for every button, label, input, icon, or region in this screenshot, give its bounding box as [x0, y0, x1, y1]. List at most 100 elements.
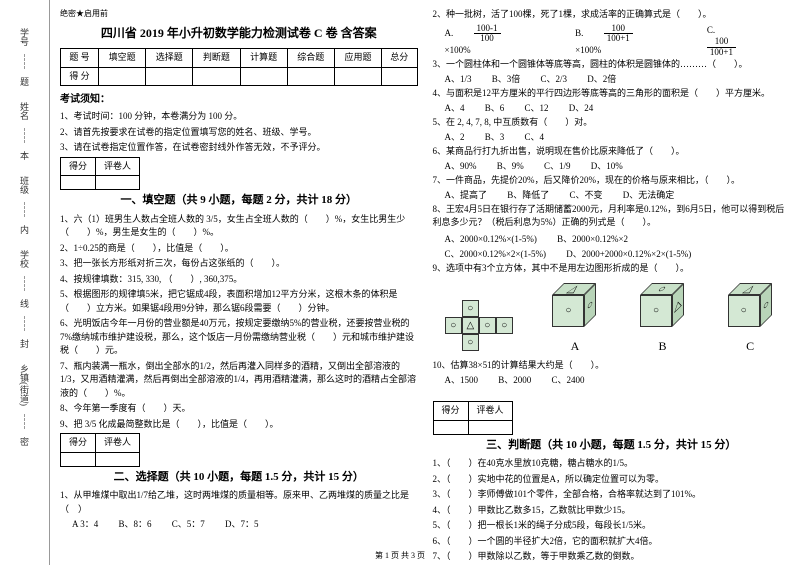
sidebar-dash: [24, 128, 25, 143]
sidebar-label-class: 班级: [18, 176, 31, 194]
opt: A、90%: [445, 161, 477, 171]
s2-q8: 8、王宏4月5日在银行存了活期储蓄2000元，月利率是0.12%，到6月5日，他…: [433, 203, 791, 230]
opt: D、24: [569, 103, 594, 113]
left-column: 绝密★启用前 四川省 2019 年小升初数学能力检测试卷 C 卷 含答案 题 号…: [60, 8, 418, 565]
score-h3: 判断题: [193, 49, 240, 68]
sidebar-label-name: 姓名: [18, 102, 31, 120]
confidential-mark: 绝密★启用前: [60, 8, 418, 20]
s1-q1: 1、六（1）班男生人数占全班人数的 3/5，女生占全班人数的（ ）%，女生比男生…: [60, 213, 418, 240]
opt: B、6: [485, 103, 505, 113]
notice-2: 2、请首先按要求在试卷的指定位置填写您的姓名、班级、学号。: [60, 126, 418, 139]
score-cell[interactable]: [146, 67, 193, 86]
sidebar-mark: 内: [18, 225, 31, 234]
opt: B、2000: [498, 375, 531, 385]
s1-q4: 4、按规律填数：315, 330, （ ）, 360,375。: [60, 273, 418, 287]
sidebar-label-id: 学号: [18, 28, 31, 46]
section1-title: 一、填空题（共 9 小题，每题 2 分，共计 18 分）: [60, 192, 418, 209]
s2-q4-opts: A、4 B、6 C、12 D、24: [445, 102, 791, 116]
cube-b: ○○△: [635, 280, 690, 335]
score-cell[interactable]: [382, 67, 417, 86]
cube-a: △○○: [547, 280, 602, 335]
page-container: 学号 题 姓名 本 班级 内 学校 线 封 乡镇(街道) 密 绝密★启用前 四川…: [0, 0, 800, 565]
opt-label: C.: [707, 25, 715, 35]
s2-q3-opts: A、1/3 B、3倍 C、2/3 D、2倍: [445, 73, 791, 87]
s2-q7-opts: A、提高了 B、降低了 C、不变 D、无法确定: [445, 189, 791, 203]
score-cell[interactable]: [193, 67, 240, 86]
score-h0: 题 号: [61, 49, 99, 68]
opt: C、2/3: [541, 74, 568, 84]
notice-title: 考试须知：: [60, 92, 418, 107]
sidebar-dash: [24, 414, 25, 429]
score-col1: 得分: [61, 434, 96, 453]
s2-q10-opts: A、1500 B、2000 C、2400: [445, 374, 791, 388]
score-cell[interactable]: [99, 67, 146, 86]
s2-q1: 1、从甲堆煤中取出1/7给乙堆，这时两堆煤的质量相等。原来甲、乙两堆煤的质量之比…: [60, 489, 418, 516]
sidebar-mark: 密: [18, 437, 31, 446]
sidebar-dash: [24, 202, 25, 217]
cube-label-c: C: [723, 337, 778, 355]
score-blank[interactable]: [96, 452, 140, 466]
sidebar-dash: [24, 54, 25, 69]
notice-3: 3、请在试卷指定位置作答，在试卷密封线外作答无效，不予评分。: [60, 141, 418, 154]
score-header-row: 题 号 填空题 选择题 判断题 计算题 综合题 应用题 总分: [61, 49, 418, 68]
s2-q7: 7、一件商品，先提价20%，后又降价20%，现在的价格与原来相比，（ ）。: [433, 174, 791, 188]
score-blank[interactable]: [96, 176, 140, 190]
opt: A、1500: [445, 375, 479, 385]
s3-q6: 6、（ ）一个圆的半径扩大2倍，它的面积就扩大4倍。: [433, 535, 791, 549]
section2-title: 二、选择题（共 10 小题，每题 1.5 分，共计 15 分）: [60, 469, 418, 486]
score-blank[interactable]: [468, 420, 512, 434]
score-cell[interactable]: [334, 67, 381, 86]
opt: A、2000×0.12%×(1-5%): [445, 234, 537, 244]
cube-c: △○○: [723, 280, 778, 335]
opt: A、2: [445, 132, 465, 142]
sidebar-dash: [24, 276, 25, 291]
content-area: 绝密★启用前 四川省 2019 年小升初数学能力检测试卷 C 卷 含答案 题 号…: [50, 0, 800, 565]
opt-a-frac: A. 100-1100×100%: [445, 24, 538, 58]
opt-b: B、8：6: [119, 519, 152, 529]
notice-1: 1、考试时间：100 分钟，本卷满分为 100 分。: [60, 110, 418, 123]
opt-a: A 3：4: [72, 519, 98, 529]
cube-a-wrap: △○○ A: [547, 280, 602, 355]
score-h7: 总分: [382, 49, 417, 68]
score-col2: 评卷人: [96, 434, 140, 453]
s2-q3: 3、一个圆柱体和一个圆锥体等底等高，圆柱的体积是圆锥体的………（ ）。: [433, 58, 791, 72]
sidebar-dash: [24, 316, 25, 331]
opt: C、2400: [552, 375, 585, 385]
s2-q5: 5、在 2, 4, 7, 8, 中互质数有（ ）对。: [433, 116, 791, 130]
frac-suffix: ×100%: [575, 45, 601, 55]
s2-q2: 2、种一批树，活了100棵，死了1棵，求成活率的正确算式是（ ）。: [433, 8, 791, 22]
score-cell[interactable]: [240, 67, 287, 86]
score-h4: 计算题: [240, 49, 287, 68]
opt: D、2倍: [587, 74, 616, 84]
s2-q4: 4、与面积是12平方厘米的平行四边形等底等高的三角形的面积是（ ）平方厘米。: [433, 87, 791, 101]
s3-q5: 5、（ ）把一根长1米的绳子分成5段，每段长1/5米。: [433, 519, 791, 533]
opt-c-frac: C. 100100+1: [707, 24, 772, 58]
sidebar-mark: 封: [18, 339, 31, 348]
frac-d: 100: [474, 34, 501, 44]
opt: D、10%: [591, 161, 623, 171]
exam-title: 四川省 2019 年小升初数学能力检测试卷 C 卷 含答案: [60, 24, 418, 42]
opt: B、降低了: [507, 190, 549, 200]
sidebar-mark: 本: [18, 151, 31, 160]
section-score-box: 得分评卷人: [433, 401, 513, 435]
binding-sidebar: 学号 题 姓名 本 班级 内 学校 线 封 乡镇(街道) 密: [0, 0, 50, 565]
s1-q5: 5、根据图形的规律填5米，把它锯成4段，表面积增加12平方分米，这根木条的体积是…: [60, 288, 418, 315]
opt: B、9%: [497, 161, 524, 171]
s3-q7: 7、（ ）甲数除以乙数，等于甲数乘乙数的倒数。: [433, 550, 791, 564]
score-blank[interactable]: [61, 452, 96, 466]
opt: B、3: [485, 132, 505, 142]
frac-suffix: ×100%: [445, 45, 471, 55]
s3-q1: 1、（ ）在40克水里放10克糖，糖占糖水的1/5。: [433, 457, 791, 471]
score-blank[interactable]: [433, 420, 468, 434]
score-blank[interactable]: [61, 176, 96, 190]
opt-label: B.: [575, 28, 583, 38]
cube-b-wrap: ○○△ B: [635, 280, 690, 355]
opt: B、2000×0.12%×2: [557, 234, 628, 244]
page-footer: 第 1 页 共 3 页: [375, 550, 425, 561]
opt: A、4: [445, 103, 465, 113]
opt: C、2000×0.12%×2×(1-5%): [445, 249, 546, 259]
s3-q2: 2、（ ）实地中花的位置是A，所以确定位置可以为零。: [433, 473, 791, 487]
s2-q9: 9、选项中有3个立方体，其中不是用左边图形折成的是（ ）。: [433, 262, 791, 276]
score-cell[interactable]: [287, 67, 334, 86]
s3-q4: 4、（ ）甲数比乙数多15，乙数就比甲数少15。: [433, 504, 791, 518]
